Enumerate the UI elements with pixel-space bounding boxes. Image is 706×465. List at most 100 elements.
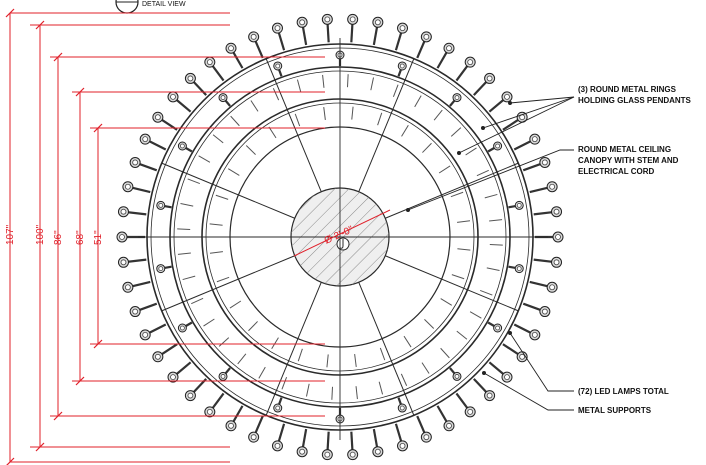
- led-lamp: [273, 61, 283, 77]
- title-block-marker: DETAIL VIEW: [115, 0, 186, 14]
- glass-pendant: [182, 275, 196, 281]
- led-lamp: [502, 111, 528, 131]
- lamp-ring-outer: [116, 13, 564, 461]
- dimension-tick: [93, 123, 103, 133]
- glass-pendant: [305, 383, 310, 397]
- glass-pendant: [433, 109, 443, 121]
- metal-support: [161, 162, 295, 219]
- led-lamp: [372, 16, 384, 46]
- glass-pendant: [212, 134, 224, 144]
- dimension-tick: [75, 376, 85, 386]
- glass-pendant: [355, 386, 358, 400]
- led-lamp: [122, 280, 151, 293]
- led-lamp: [271, 22, 286, 51]
- glass-pendant: [177, 252, 191, 255]
- dimension-tick: [75, 87, 85, 97]
- glass-pendant: [180, 202, 194, 207]
- glass-pendants: [177, 74, 503, 400]
- glass-pendant: [177, 228, 191, 231]
- glass-pendant: [272, 88, 280, 101]
- led-lamp: [139, 133, 167, 151]
- led-lamp: [473, 72, 496, 96]
- glass-pendant: [451, 274, 465, 280]
- glass-pendant: [484, 193, 498, 199]
- metal-support: [161, 255, 295, 312]
- led-lamp: [508, 264, 524, 274]
- led-lamp: [513, 133, 541, 151]
- led-lamp: [488, 361, 513, 383]
- glass-pendant: [392, 84, 399, 98]
- led-lamp: [156, 264, 172, 274]
- title-block-text: DETAIL VIEW: [142, 1, 186, 8]
- glass-pendant: [370, 77, 375, 91]
- led-lamp: [449, 93, 462, 107]
- led-lamp: [487, 321, 503, 333]
- lamp-ring-inner: [156, 50, 524, 424]
- glass-pendant: [203, 318, 215, 327]
- led-lamp: [321, 13, 333, 43]
- glass-pendant: [400, 373, 408, 386]
- glass-pendant: [379, 347, 386, 361]
- callout-canopy-line1: ROUND METAL CEILING: [578, 145, 671, 154]
- led-lamp: [502, 343, 528, 363]
- led-lamp: [129, 156, 158, 172]
- glass-pendant: [248, 321, 258, 332]
- metal-support: [358, 58, 415, 192]
- glass-pendant: [489, 243, 503, 246]
- led-lamp: [152, 343, 178, 363]
- glass-pendant: [216, 276, 230, 283]
- callout-texts: (3) ROUND METAL RINGS HOLDING GLASS PEND…: [578, 85, 692, 415]
- glass-pendant: [421, 362, 430, 374]
- glass-pendant: [209, 223, 223, 226]
- callout-canopy-line2: CANOPY WITH STEM AND: [578, 156, 679, 165]
- glass-pendant: [378, 381, 384, 395]
- glass-pendant: [250, 100, 259, 112]
- glass-pendant: [227, 168, 240, 176]
- led-lamp: [167, 361, 192, 383]
- dimension-tick: [35, 20, 45, 30]
- led-lamp: [533, 206, 563, 218]
- led-lamp: [117, 206, 147, 218]
- led-lamp: [416, 31, 432, 59]
- led-lamp: [218, 93, 231, 107]
- callout-rings-line1: (3) ROUND METAL RINGS: [578, 85, 677, 94]
- overall-dimensions: [9, 12, 325, 463]
- glass-pendant: [401, 124, 409, 137]
- led-lamp: [296, 428, 308, 458]
- led-lamp: [394, 423, 409, 452]
- glass-pendant: [450, 127, 462, 137]
- leader-dots: [406, 101, 512, 375]
- led-lamp: [204, 392, 225, 418]
- glass-pendant: [457, 220, 471, 223]
- dim-86: 86": [53, 230, 64, 245]
- led-lamp: [522, 302, 551, 318]
- led-lamp: [248, 31, 264, 59]
- dim-51: 51": [93, 230, 104, 245]
- callout-canopy-line3: ELECTRICAL CORD: [578, 167, 655, 176]
- led-lamp: [416, 415, 432, 443]
- led-lamp: [513, 323, 541, 341]
- led-lamp: [455, 392, 476, 418]
- glass-pendant: [209, 251, 223, 254]
- led-lamp: [156, 200, 172, 210]
- glass-pendant: [229, 300, 242, 309]
- glass-pendant: [456, 330, 468, 340]
- callout-rings-line2: HOLDING GLASS PENDANTS: [578, 96, 692, 105]
- metal-support: [385, 162, 519, 219]
- glass-pendant: [198, 155, 211, 163]
- led-lamp: [397, 61, 407, 77]
- led-lamp: [529, 181, 558, 194]
- led-lamp: [436, 42, 455, 69]
- glass-pendant: [424, 319, 435, 329]
- led-lamp: [487, 141, 503, 153]
- glass-pendant: [438, 165, 451, 174]
- glass-pendant: [457, 248, 471, 251]
- glass-pendant: [440, 347, 450, 359]
- led-lamp: [347, 431, 359, 461]
- led-lamp: [204, 56, 225, 82]
- led-lamp: [139, 323, 167, 341]
- glass-pendant: [271, 337, 279, 350]
- led-lamp: [296, 16, 308, 46]
- glass-pendant: [414, 95, 422, 108]
- dimension-tick: [53, 52, 63, 62]
